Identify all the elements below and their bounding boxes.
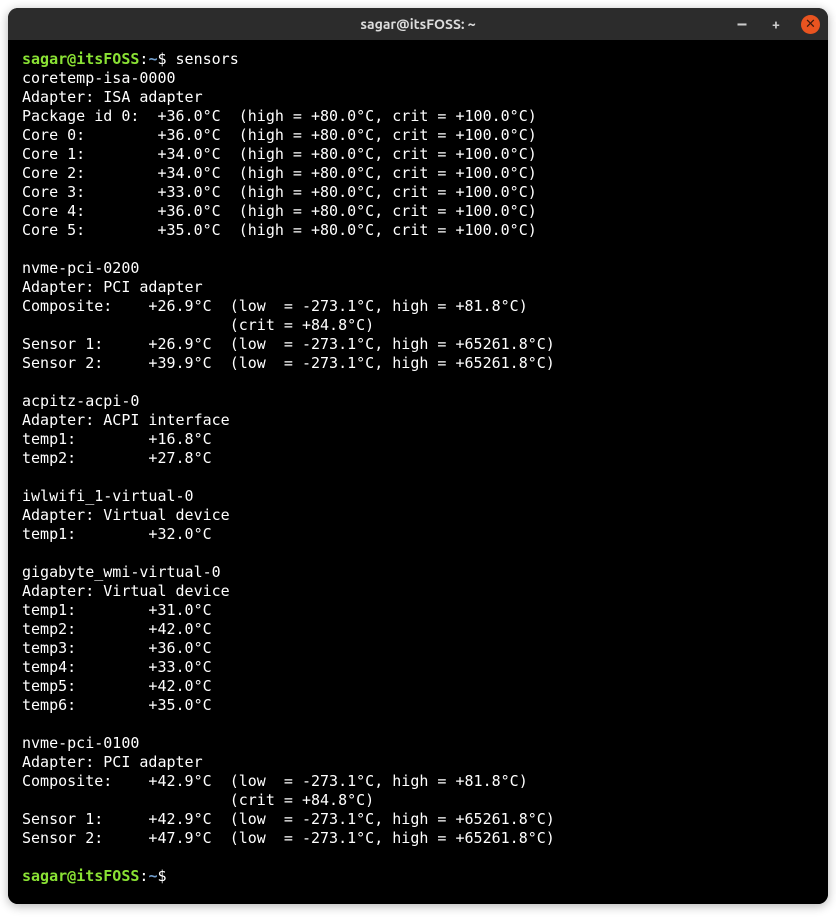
output-line: Package id 0: +36.0°C (high = +80.0°C, c… bbox=[22, 107, 537, 125]
output-line: Adapter: Virtual device bbox=[22, 506, 230, 524]
terminal-body[interactable]: sagar@itsFOSS:~$ sensors coretemp-isa-00… bbox=[8, 40, 828, 904]
minimize-button[interactable]: – bbox=[733, 15, 751, 33]
prompt-host: itsFOSS bbox=[76, 50, 139, 68]
window-title: sagar@itsFOSS: ~ bbox=[360, 16, 475, 32]
output-line: Core 4: +36.0°C (high = +80.0°C, crit = … bbox=[22, 202, 537, 220]
output-line: Adapter: ACPI interface bbox=[22, 411, 230, 429]
prompt-symbol: $ bbox=[157, 867, 166, 885]
output-line: Sensor 1: +42.9°C (low = -273.1°C, high … bbox=[22, 810, 555, 828]
prompt-user: sagar bbox=[22, 50, 67, 68]
maximize-button[interactable]: + bbox=[767, 15, 785, 33]
titlebar: sagar@itsFOSS: ~ – + ✕ bbox=[8, 8, 828, 40]
output-line: Composite: +26.9°C (low = -273.1°C, high… bbox=[22, 297, 528, 315]
output-line: temp2: +27.8°C bbox=[22, 449, 212, 467]
output-line: temp6: +35.0°C bbox=[22, 696, 212, 714]
output-line: Adapter: Virtual device bbox=[22, 582, 230, 600]
output-line: Core 0: +36.0°C (high = +80.0°C, crit = … bbox=[22, 126, 537, 144]
output-line: Adapter: PCI adapter bbox=[22, 753, 203, 771]
output-line: coretemp-isa-0000 bbox=[22, 69, 176, 87]
output-line: Sensor 2: +39.9°C (low = -273.1°C, high … bbox=[22, 354, 555, 372]
output-line: gigabyte_wmi-virtual-0 bbox=[22, 563, 221, 581]
output-line: Sensor 1: +26.9°C (low = -273.1°C, high … bbox=[22, 335, 555, 353]
output-line: (crit = +84.8°C) bbox=[22, 791, 374, 809]
terminal-window: sagar@itsFOSS: ~ – + ✕ sagar@itsFOSS:~$ … bbox=[8, 8, 828, 904]
output-line: (crit = +84.8°C) bbox=[22, 316, 374, 334]
output-line: Adapter: PCI adapter bbox=[22, 278, 203, 296]
output-line: iwlwifi_1-virtual-0 bbox=[22, 487, 194, 505]
prompt-host: itsFOSS bbox=[76, 867, 139, 885]
output-line: acpitz-acpi-0 bbox=[22, 392, 139, 410]
window-controls: – + ✕ bbox=[733, 15, 820, 34]
output-line: temp1: +32.0°C bbox=[22, 525, 212, 543]
output-line: temp1: +16.8°C bbox=[22, 430, 212, 448]
output-line: Adapter: ISA adapter bbox=[22, 88, 203, 106]
output-line: temp5: +42.0°C bbox=[22, 677, 212, 695]
output-line: temp3: +36.0°C bbox=[22, 639, 212, 657]
output-line: Core 5: +35.0°C (high = +80.0°C, crit = … bbox=[22, 221, 537, 239]
output-line: Sensor 2: +47.9°C (low = -273.1°C, high … bbox=[22, 829, 555, 847]
prompt-at: @ bbox=[67, 867, 76, 885]
prompt-user: sagar bbox=[22, 867, 67, 885]
output-line: Composite: +42.9°C (low = -273.1°C, high… bbox=[22, 772, 528, 790]
output-line: nvme-pci-0200 bbox=[22, 259, 139, 277]
output-line: temp4: +33.0°C bbox=[22, 658, 212, 676]
output-line: temp1: +31.0°C bbox=[22, 601, 212, 619]
output-line: nvme-pci-0100 bbox=[22, 734, 139, 752]
output-line: Core 1: +34.0°C (high = +80.0°C, crit = … bbox=[22, 145, 537, 163]
prompt-symbol: $ bbox=[157, 50, 166, 68]
output-line: Core 3: +33.0°C (high = +80.0°C, crit = … bbox=[22, 183, 537, 201]
output-line: temp2: +42.0°C bbox=[22, 620, 212, 638]
close-button[interactable]: ✕ bbox=[801, 15, 820, 34]
command-text: sensors bbox=[176, 50, 239, 68]
prompt-at: @ bbox=[67, 50, 76, 68]
output-line: Core 2: +34.0°C (high = +80.0°C, crit = … bbox=[22, 164, 537, 182]
